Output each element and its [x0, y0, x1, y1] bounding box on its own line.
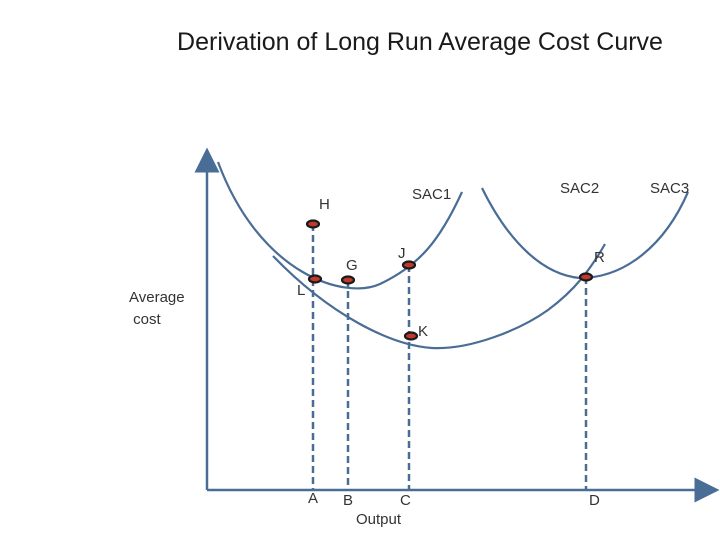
sac1-curve: [216, 161, 463, 290]
tick-label-d: D: [589, 492, 600, 509]
point-k: [403, 331, 419, 341]
diagram-title: Derivation of Long Run Average Cost Curv…: [177, 28, 663, 56]
label-g: G: [346, 257, 358, 274]
point-g: [340, 275, 356, 285]
y-axis-label-line-2: cost: [129, 311, 162, 328]
point-h: [305, 219, 321, 229]
sac1-label: SAC1: [412, 186, 451, 203]
y-axis-label-line-1: Average: [129, 289, 185, 306]
label-k: K: [418, 323, 428, 340]
label-r: R: [594, 249, 605, 266]
sac2-curve: [272, 243, 606, 350]
sac3-curve: [481, 187, 690, 280]
label-j: J: [398, 245, 406, 262]
sac2-label: SAC2: [560, 180, 599, 197]
label-l: L: [297, 282, 305, 299]
tick-label-c: C: [400, 492, 411, 509]
label-h: H: [319, 196, 330, 213]
tick-label-a: A: [308, 490, 318, 507]
point-r: [578, 272, 594, 282]
sac3-label: SAC3: [650, 180, 689, 197]
x-axis-label: Output: [356, 511, 402, 528]
point-j: [401, 260, 417, 270]
point-l: [307, 274, 323, 284]
tick-label-b: B: [343, 492, 353, 509]
